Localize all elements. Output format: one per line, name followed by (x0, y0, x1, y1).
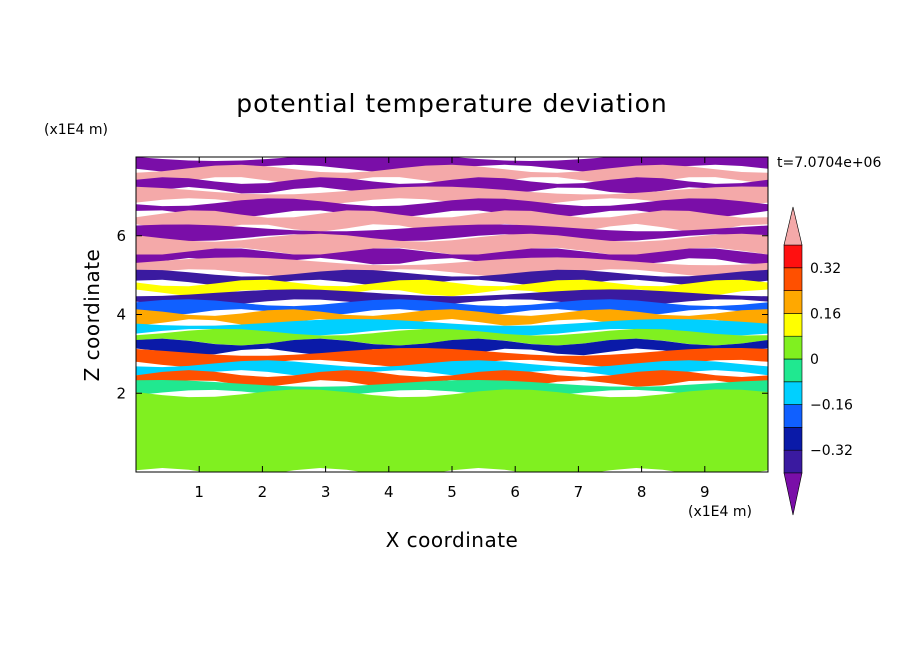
x-tick-label: 7 (574, 483, 584, 501)
y-tick-label: 6 (116, 227, 126, 245)
contour-plot-area (136, 157, 768, 472)
colorbar-swatch (783, 427, 803, 451)
contour-band (136, 348, 768, 368)
y-axis: 2 4 6 (116, 227, 768, 402)
colorbar-min-arrow (783, 472, 803, 516)
colorbar-tick-label: −0.32 (810, 443, 853, 459)
colorbar-swatch (783, 358, 803, 383)
x-tick-label: 6 (510, 483, 520, 501)
contour-band (136, 177, 768, 194)
colorbar-swatch (783, 313, 803, 337)
colorbar-swatch (783, 404, 803, 428)
y-units-label: (x1E4 m) (44, 122, 108, 138)
colorbar-swatch (783, 335, 803, 360)
colorbar-swatch (783, 267, 803, 291)
y-tick-label: 2 (116, 384, 126, 402)
x-units-label: (x1E4 m) (688, 504, 752, 520)
y-axis-label: Z coordinate (80, 249, 104, 382)
contour-band (136, 233, 768, 256)
contour-band (136, 338, 768, 356)
x-tick-label: 2 (258, 483, 268, 501)
x-tick-label: 5 (447, 483, 457, 501)
time-label: t=7.0704e+06 (777, 155, 881, 171)
contour-band (136, 360, 768, 377)
x-tick-label: 1 (194, 483, 204, 501)
contour-band (136, 370, 768, 387)
colorbar-swatch (783, 381, 803, 405)
x-tick-label: 4 (384, 483, 394, 501)
contour-band (136, 269, 768, 287)
contour-band (136, 210, 768, 232)
colorbar-tick-label: 0.32 (810, 261, 841, 277)
y-tick-label: 4 (116, 306, 126, 324)
contour-band (136, 198, 768, 218)
x-axis-label: X coordinate (386, 528, 519, 552)
contour-band (136, 257, 768, 277)
colorbar-swatch (783, 449, 803, 474)
colorbar-tick-label: 0.16 (810, 306, 841, 322)
contour-band (136, 224, 768, 242)
x-tick-label: 8 (637, 483, 647, 501)
contour-band (136, 389, 768, 472)
x-tick-label: 9 (700, 483, 710, 501)
contour-band (136, 164, 768, 185)
colorbar-swatch (783, 244, 803, 269)
colorbar-max-arrow (783, 206, 803, 246)
contour-band (136, 328, 768, 346)
colorbar-tick-label: 0 (810, 352, 819, 368)
colorbar-swatch (783, 290, 803, 314)
x-tick-label: 3 (321, 483, 331, 501)
contour-band (136, 319, 768, 336)
colorbar-tick-label: −0.16 (810, 398, 853, 414)
chart-title: potential temperature deviation (236, 89, 667, 118)
colorbar: 0.32 0.16 0 −0.16 −0.32 (783, 206, 853, 516)
x-axis: 1 2 3 4 5 6 7 8 9 (194, 157, 710, 501)
